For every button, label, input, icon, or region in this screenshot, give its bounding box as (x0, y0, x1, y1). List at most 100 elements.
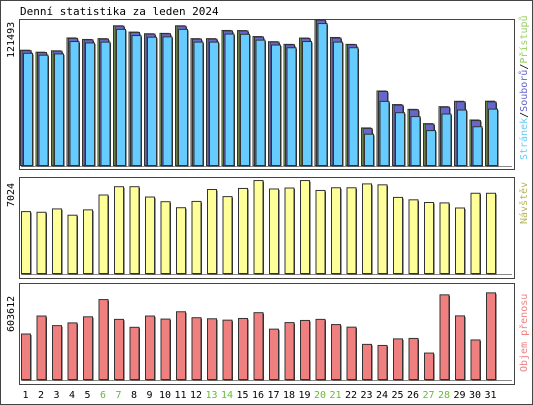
bar-stránek-day-11 (178, 28, 188, 167)
chart-title: Denní statistika za leden 2024 (20, 5, 219, 18)
bar-visits-day-6 (98, 194, 109, 274)
x-tick-day-29: 29 (453, 390, 465, 401)
bar-visits-day-28 (439, 202, 450, 274)
bar-stránek-day-18 (286, 47, 297, 166)
x-tick-day-3: 3 (53, 390, 59, 401)
bar-stránek-day-20 (317, 23, 328, 167)
bar-volume-day-28 (439, 294, 450, 380)
x-tick-day-27: 27 (422, 390, 434, 401)
bar-stránek-day-1 (23, 52, 33, 166)
ymax-label-volume: 603612 (6, 296, 17, 332)
bar-volume-day-20 (315, 318, 326, 380)
x-tick-day-17: 17 (267, 390, 279, 401)
bar-volume-day-8 (129, 326, 140, 380)
bar-stránek-day-7 (116, 28, 126, 167)
bar-stránek-day-28 (441, 113, 452, 166)
x-tick-day-6: 6 (100, 390, 106, 401)
x-tick-day-28: 28 (438, 390, 450, 401)
x-tick-day-24: 24 (376, 390, 388, 401)
bar-stránek-day-30 (472, 126, 483, 166)
bar-volume-day-2 (36, 315, 47, 380)
bar-volume-day-3 (52, 325, 62, 380)
bar-visits-day-4 (67, 214, 78, 274)
bar-volume-day-9 (145, 315, 155, 380)
bar-volume-day-26 (408, 337, 419, 380)
bar-stránek-day-27 (426, 130, 436, 167)
x-tick-day-10: 10 (159, 390, 171, 401)
bar-visits-day-13 (207, 189, 217, 274)
ymax-label-pages: 121493 (6, 22, 17, 58)
x-tick-day-12: 12 (190, 390, 202, 401)
bar-visits-day-10 (160, 201, 171, 274)
bar-volume-day-11 (176, 311, 186, 380)
bar-stránek-day-13 (209, 41, 219, 166)
x-tick-day-22: 22 (345, 390, 357, 401)
bar-stránek-day-14 (224, 33, 235, 166)
bar-visits-day-21 (331, 187, 341, 274)
x-tick-day-30: 30 (469, 390, 481, 401)
x-tick-day-23: 23 (360, 390, 372, 401)
bar-volume-day-14 (222, 319, 233, 380)
x-tick-day-25: 25 (391, 390, 403, 401)
bar-visits-day-25 (393, 196, 403, 274)
bar-volume-day-22 (346, 326, 357, 381)
x-tick-day-1: 1 (22, 390, 28, 401)
bar-stránek-day-2 (38, 54, 49, 166)
bar-stránek-day-23 (364, 133, 374, 166)
x-tick-day-8: 8 (131, 390, 137, 401)
bar-volume-day-16 (253, 312, 264, 381)
bar-visits-day-11 (176, 207, 186, 274)
bar-stránek-day-22 (348, 47, 359, 166)
bar-visits-day-24 (377, 184, 388, 274)
bar-volume-day-25 (393, 338, 403, 381)
x-tick-day-5: 5 (84, 390, 90, 401)
x-tick-day-18: 18 (283, 390, 295, 401)
bar-visits-day-3 (52, 208, 62, 275)
legend-entry-4: Přístupů (518, 15, 530, 63)
bar-visits-day-7 (114, 186, 124, 274)
legend-entry-3: / (519, 64, 530, 70)
bar-visits-day-29 (455, 207, 465, 274)
bar-volume-day-7 (114, 318, 124, 380)
x-tick-day-13: 13 (205, 390, 217, 401)
bar-stránek-day-4 (69, 41, 80, 166)
bar-visits-day-1 (21, 211, 31, 274)
x-tick-day-11: 11 (174, 390, 186, 401)
x-tick-day-2: 2 (38, 390, 44, 401)
x-tick-day-15: 15 (236, 390, 248, 401)
bar-volume-day-24 (377, 344, 388, 380)
legend-entry-0: Stránek (518, 118, 530, 160)
bar-stránek-day-31 (488, 108, 498, 167)
bar-stránek-day-9 (147, 36, 157, 167)
bar-volume-day-1 (21, 333, 31, 380)
x-tick-day-19: 19 (298, 390, 310, 401)
bar-volume-day-30 (470, 339, 481, 380)
x-tick-day-14: 14 (221, 390, 233, 401)
bar-stránek-day-21 (333, 41, 343, 166)
bar-visits-day-31 (486, 192, 496, 275)
bar-volume-day-19 (300, 319, 310, 381)
bar-stránek-day-29 (457, 109, 467, 166)
bar-stránek-day-5 (85, 42, 95, 166)
bar-stránek-day-12 (193, 41, 204, 166)
x-tick-day-7: 7 (115, 390, 121, 401)
bar-visits-day-8 (129, 186, 140, 274)
legend-pages: Stránek/Souborů/Přístupů (518, 15, 530, 160)
bar-stránek-day-6 (100, 41, 111, 166)
bar-volume-day-10 (160, 318, 171, 381)
bar-visits-day-5 (83, 209, 93, 274)
bar-volume-day-4 (67, 322, 78, 381)
bar-volume-day-15 (238, 317, 248, 380)
bar-volume-day-6 (98, 299, 109, 381)
bar-stránek-day-25 (395, 112, 405, 167)
bar-volume-day-27 (424, 352, 434, 380)
bar-volume-day-31 (486, 292, 496, 381)
bar-visits-day-23 (362, 183, 372, 274)
bar-visits-day-30 (470, 192, 481, 275)
bar-visits-day-17 (269, 188, 279, 274)
bar-stránek-day-16 (255, 39, 266, 166)
